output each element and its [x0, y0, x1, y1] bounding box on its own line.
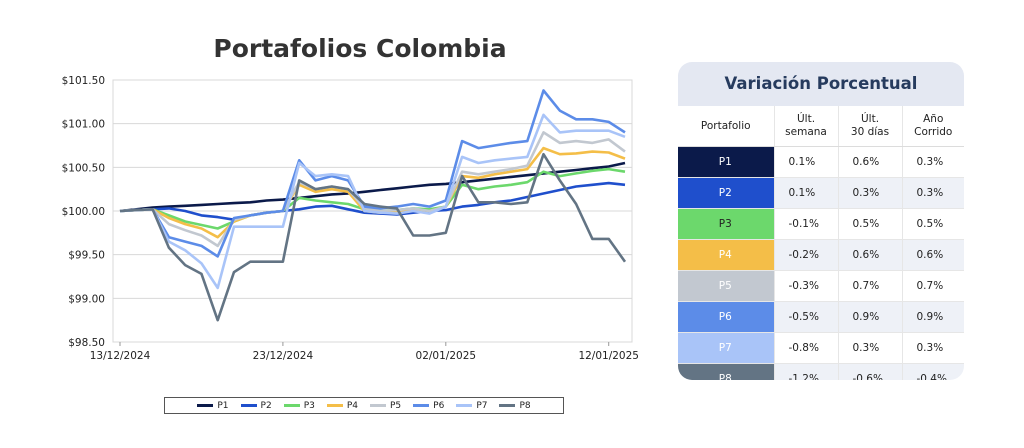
- x-tick-label: 23/12/2024: [253, 350, 314, 362]
- variation-table-panel: Variación Porcentual Portafolio Últ. seman…: [678, 62, 964, 380]
- portfolio-cell: P2: [678, 177, 774, 209]
- table-header-cell: Portafolio: [678, 106, 774, 147]
- series-line-p6: [119, 89, 626, 258]
- value-cell: 0.9%: [837, 301, 902, 333]
- y-tick-label: $99.50: [68, 250, 105, 262]
- value-cell: 0.6%: [837, 239, 902, 271]
- value-cell: 0.3%: [901, 332, 964, 364]
- legend-item-p6: P6: [413, 401, 444, 411]
- y-tick-label: $100.00: [62, 206, 105, 218]
- legend-label: P3: [303, 400, 315, 411]
- table-row: P5 -0.3% 0.7% 0.7%: [678, 270, 964, 302]
- variation-table: Portafolio Últ. semana Últ. 30 días Año Corrid…: [678, 106, 964, 380]
- table-row: P7 -0.8% 0.3% 0.3%: [678, 332, 964, 364]
- y-tick-label: $101.50: [62, 75, 105, 87]
- legend-item-p8: P8: [499, 400, 531, 411]
- value-cell: -0.1%: [773, 208, 838, 240]
- legend-swatch: [370, 404, 386, 407]
- y-tick-label: $101.00: [62, 119, 105, 131]
- value-cell: -0.8%: [773, 332, 838, 364]
- table-body: P1 0.1% 0.6% 0.3% P2 0.1% 0.3% 0.3% P3 -0.1% 0.5% 0…: [678, 146, 964, 380]
- series-line-p3: [119, 167, 626, 230]
- portfolio-cell: P3: [678, 208, 774, 240]
- legend-label: P4: [346, 400, 358, 411]
- value-cell: 0.6%: [901, 239, 964, 271]
- y-tick-label: $99.00: [68, 293, 105, 305]
- table-header-cell: Últ. 30 días: [837, 106, 902, 147]
- legend-label: P7: [476, 400, 488, 411]
- legend-label: P2: [260, 400, 272, 411]
- legend-item-p1: P1: [197, 400, 229, 411]
- table-row: P4 -0.2% 0.6% 0.6%: [678, 239, 964, 271]
- value-cell: -0.4%: [901, 363, 964, 380]
- legend-swatch: [197, 404, 214, 407]
- value-cell: -0.3%: [773, 270, 838, 302]
- legend-swatch: [326, 404, 343, 407]
- series-line-p2: [119, 181, 626, 221]
- value-cell: 0.3%: [901, 146, 964, 178]
- portfolio-cell: P6: [678, 301, 774, 333]
- portfolio-cell: P8: [678, 363, 774, 380]
- portfolio-cell: P1: [678, 146, 774, 178]
- legend-item-p7: P7: [456, 401, 487, 411]
- legend-item-p4: P4: [326, 400, 358, 411]
- legend-swatch: [499, 404, 516, 407]
- portfolio-cell: P5: [678, 270, 774, 302]
- x-tick-label: 13/12/2024: [90, 350, 151, 362]
- legend-item-p3: P3: [283, 400, 315, 411]
- legend-label: P5: [390, 400, 402, 411]
- portfolio-cell: P4: [678, 239, 774, 271]
- series-line-p1: [119, 161, 626, 213]
- value-cell: 0.9%: [901, 301, 964, 333]
- legend-label: P1: [217, 400, 229, 411]
- value-cell: 0.7%: [901, 270, 964, 302]
- value-cell: 0.5%: [901, 208, 964, 240]
- series-line-p5: [119, 131, 626, 248]
- table-header-cell: Año Corrido: [901, 106, 964, 147]
- legend-item-p2: P2: [240, 400, 272, 411]
- value-cell: 0.3%: [837, 332, 902, 364]
- value-cell: 0.7%: [837, 270, 902, 302]
- value-cell: -1.2%: [773, 363, 838, 380]
- value-cell: 0.5%: [837, 208, 902, 240]
- chart-legend: P1 P2 P3 P4 P5 P6 P7 P8: [164, 397, 564, 414]
- legend-item-p5: P5: [370, 401, 401, 411]
- value-cell: 0.3%: [901, 177, 964, 209]
- table-row: P2 0.1% 0.3% 0.3%: [678, 177, 964, 209]
- y-tick-label: $100.50: [62, 162, 105, 174]
- legend-label: P6: [433, 400, 445, 411]
- portfolio-cell: P7: [678, 332, 774, 364]
- x-tick-label: 02/01/2025: [416, 350, 477, 362]
- table-header-row: Portafolio Últ. semana Últ. 30 días Año Corrid…: [678, 106, 964, 147]
- x-tick-label: 12/01/2025: [578, 350, 639, 362]
- line-chart: $101.50 $101.00 $100.50 $100.00 $99.50 $99.00…: [62, 75, 639, 362]
- table-row: P6 -0.5% 0.9% 0.9%: [678, 301, 964, 333]
- value-cell: 0.6%: [837, 146, 902, 178]
- legend-swatch: [456, 404, 473, 407]
- table-row: P1 0.1% 0.6% 0.3%: [678, 146, 964, 178]
- value-cell: -0.6%: [837, 363, 902, 380]
- value-cell: 0.1%: [773, 146, 838, 178]
- legend-swatch: [283, 404, 300, 407]
- value-cell: 0.3%: [837, 177, 902, 209]
- legend-swatch: [413, 404, 430, 407]
- y-tick-label: $98.50: [68, 337, 105, 349]
- legend-swatch: [240, 404, 257, 407]
- value-cell: 0.1%: [773, 177, 838, 209]
- value-cell: -0.2%: [773, 239, 838, 271]
- value-cell: -0.5%: [773, 301, 838, 333]
- series-line-p7: [119, 113, 626, 290]
- table-title: Variación Porcentual: [678, 62, 964, 106]
- legend-label: P8: [519, 400, 531, 411]
- table-header-cell: Últ. semana: [773, 106, 838, 147]
- table-row: P3 -0.1% 0.5% 0.5%: [678, 208, 964, 240]
- series-line-p8: [119, 152, 627, 322]
- table-row: P8 -1.2% -0.6% -0.4%: [678, 363, 964, 380]
- chart-title: Portafolios Colombia: [213, 34, 507, 63]
